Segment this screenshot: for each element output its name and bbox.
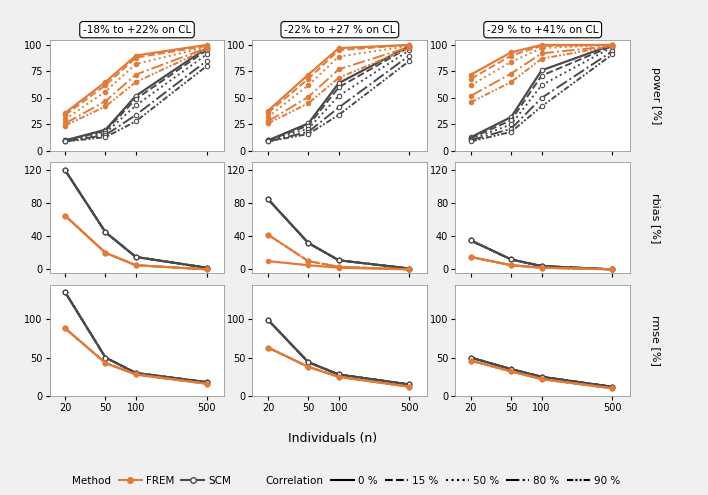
Title: -29 % to +41% on CL: -29 % to +41% on CL <box>487 25 598 35</box>
Y-axis label: power [%]: power [%] <box>651 67 661 124</box>
Y-axis label: rmse [%]: rmse [%] <box>651 315 661 366</box>
Title: -18% to +22% on CL: -18% to +22% on CL <box>83 25 191 35</box>
Title: -22% to +27 % on CL: -22% to +27 % on CL <box>284 25 396 35</box>
Y-axis label: rbias [%]: rbias [%] <box>651 193 661 243</box>
Legend: Method, FREM, SCM, Correlation, 0 %, 15 %, 50 %, 80 %, 90 %: Method, FREM, SCM, Correlation, 0 %, 15 … <box>41 471 624 490</box>
Text: Individuals (n): Individuals (n) <box>288 432 377 445</box>
